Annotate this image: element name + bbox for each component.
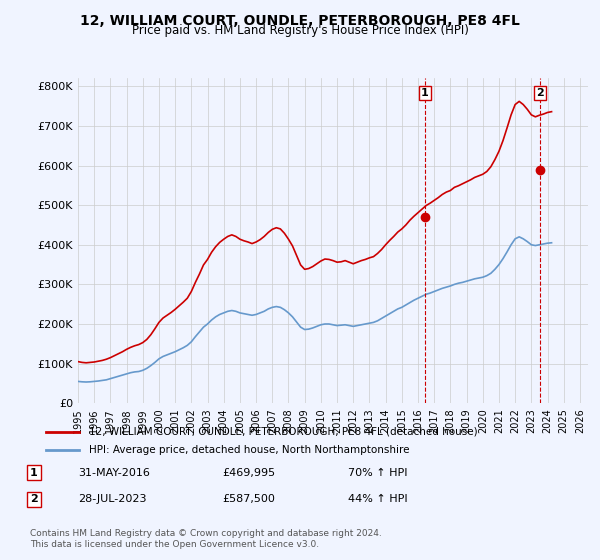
Text: 28-JUL-2023: 28-JUL-2023	[78, 494, 146, 505]
Text: 1: 1	[30, 468, 38, 478]
Text: 2: 2	[536, 88, 544, 98]
Text: Price paid vs. HM Land Registry's House Price Index (HPI): Price paid vs. HM Land Registry's House …	[131, 24, 469, 37]
Text: HPI: Average price, detached house, North Northamptonshire: HPI: Average price, detached house, Nort…	[89, 445, 410, 455]
Text: 31-MAY-2016: 31-MAY-2016	[78, 468, 150, 478]
Text: 2: 2	[30, 494, 38, 505]
Text: 12, WILLIAM COURT, OUNDLE, PETERBOROUGH, PE8 4FL (detached house): 12, WILLIAM COURT, OUNDLE, PETERBOROUGH,…	[89, 427, 478, 437]
Text: 44% ↑ HPI: 44% ↑ HPI	[348, 494, 407, 505]
Text: 1: 1	[421, 88, 428, 98]
Text: 70% ↑ HPI: 70% ↑ HPI	[348, 468, 407, 478]
Text: £469,995: £469,995	[222, 468, 275, 478]
Text: £587,500: £587,500	[222, 494, 275, 505]
Text: Contains HM Land Registry data © Crown copyright and database right 2024.
This d: Contains HM Land Registry data © Crown c…	[30, 529, 382, 549]
Text: 12, WILLIAM COURT, OUNDLE, PETERBOROUGH, PE8 4FL: 12, WILLIAM COURT, OUNDLE, PETERBOROUGH,…	[80, 14, 520, 28]
